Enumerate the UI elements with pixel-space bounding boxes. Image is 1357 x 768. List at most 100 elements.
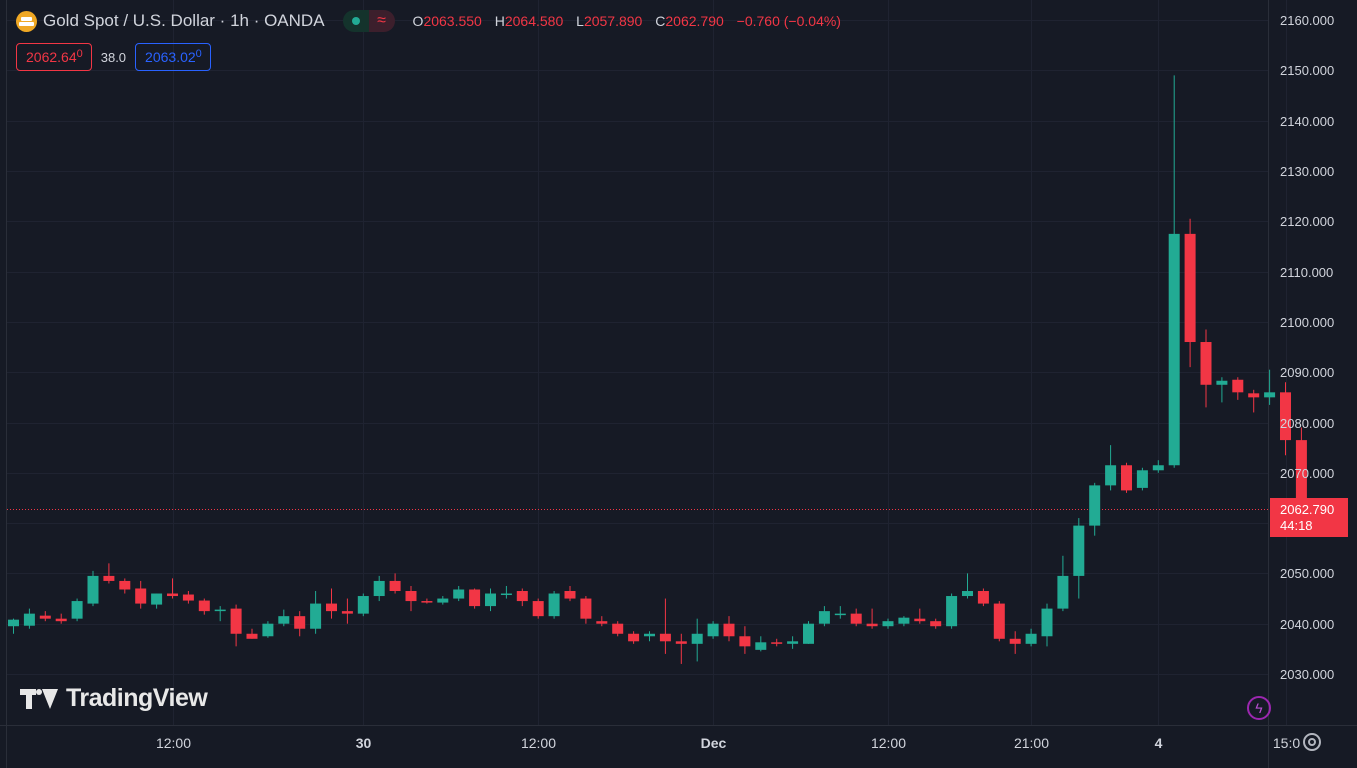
- bid-pipette: 0: [76, 48, 83, 60]
- candle: [437, 596, 449, 605]
- candle-body: [1136, 470, 1148, 488]
- candle: [1152, 460, 1164, 473]
- candle: [214, 606, 226, 622]
- candle-body: [548, 593, 560, 617]
- candle-body: [1264, 392, 1276, 398]
- time-tick-label: 21:00: [1014, 735, 1049, 751]
- candle: [977, 588, 989, 607]
- candle-body: [1184, 233, 1196, 343]
- market-status[interactable]: ≈: [342, 10, 395, 32]
- candle-body: [1089, 485, 1101, 526]
- candle-body: [866, 623, 878, 627]
- candle-body: [946, 596, 958, 627]
- candle: [612, 621, 624, 637]
- candle: [278, 609, 290, 627]
- candle: [151, 593, 163, 609]
- price-tick-label: 2130.000: [1280, 164, 1334, 179]
- candle-body: [818, 611, 830, 624]
- candle: [755, 636, 767, 652]
- lightning-icon[interactable]: ϟ: [1247, 696, 1271, 720]
- candle-body: [659, 633, 671, 642]
- candle: [1264, 369, 1276, 405]
- candle-body: [1232, 379, 1244, 393]
- candle: [628, 631, 640, 644]
- candle: [8, 618, 19, 634]
- close-value: 2062.790: [665, 13, 724, 29]
- open-label: O: [412, 13, 424, 29]
- candle-body: [23, 613, 35, 626]
- candle: [1073, 518, 1085, 599]
- candle: [230, 604, 242, 647]
- candle-body: [437, 598, 449, 603]
- buy-button[interactable]: 2063.020: [135, 43, 211, 71]
- candle-body: [723, 623, 735, 637]
- candle-body: [453, 589, 465, 599]
- symbol-title[interactable]: Gold Spot / U.S. Dollar · 1h · OANDA: [43, 11, 325, 30]
- candle: [771, 638, 783, 647]
- candle-body: [1105, 465, 1117, 486]
- time-tick-label: 12:00: [521, 735, 556, 751]
- price-tick-label: 2110.000: [1280, 265, 1333, 280]
- candle: [39, 611, 51, 622]
- tradingview-watermark[interactable]: TradingView: [20, 684, 208, 713]
- candle-body: [135, 588, 147, 604]
- last-price-label: 2062.790 44:18: [1270, 498, 1348, 537]
- candle-body: [675, 641, 687, 644]
- candle-body: [803, 623, 814, 644]
- candle: [341, 598, 353, 624]
- tradingview-logo-icon: [20, 687, 60, 711]
- candles: [8, 75, 1323, 664]
- candle: [1089, 482, 1101, 536]
- candle-body: [644, 633, 655, 637]
- price-axis[interactable]: 2030.0002040.0002050.0002060.0002070.000…: [1280, 13, 1334, 682]
- candle-body: [246, 633, 258, 639]
- low-label: L: [576, 13, 584, 29]
- candle-body: [787, 641, 799, 644]
- candle: [516, 588, 528, 607]
- candle-body: [739, 636, 751, 647]
- candle-body: [1041, 608, 1053, 637]
- market-open-dot-icon: [342, 10, 369, 32]
- time-tick-label: 12:00: [871, 735, 906, 751]
- candle: [246, 628, 258, 639]
- candle-body: [357, 596, 369, 614]
- candle-body: [691, 633, 703, 644]
- candle-body: [1200, 342, 1212, 385]
- candle: [389, 573, 401, 594]
- candle-body: [1057, 575, 1069, 609]
- candle-body: [341, 611, 353, 614]
- candle: [23, 608, 35, 629]
- candle: [87, 570, 99, 607]
- candle: [834, 606, 846, 619]
- price-tick-label: 2090.000: [1280, 365, 1334, 380]
- candle: [850, 608, 862, 627]
- candle-body: [151, 593, 163, 605]
- time-tick-label: 12:00: [156, 735, 191, 751]
- candle-body: [294, 616, 306, 629]
- candle-body: [500, 593, 512, 596]
- candle: [962, 573, 973, 599]
- candle-body: [914, 618, 926, 622]
- candle: [564, 585, 576, 602]
- bar-countdown: 44:18: [1280, 518, 1313, 533]
- candle-body: [198, 600, 210, 612]
- price-tick-label: 2070.000: [1280, 466, 1334, 481]
- candle-body: [405, 591, 417, 602]
- candle: [119, 578, 131, 594]
- time-axis[interactable]: 12:00 30 12:00 Dec 12:00 21:00 4 15:0: [156, 735, 1300, 751]
- candle-body: [103, 575, 115, 581]
- settings-icon[interactable]: [1303, 733, 1321, 751]
- candle-body: [71, 601, 83, 619]
- candle: [723, 616, 735, 642]
- candle-body: [612, 623, 624, 634]
- candle-body: [39, 615, 51, 619]
- candle: [644, 631, 655, 642]
- candle: [103, 563, 115, 584]
- sell-button[interactable]: 2062.640: [16, 43, 92, 71]
- candle-body: [771, 642, 783, 644]
- candle: [659, 598, 671, 654]
- candle: [294, 611, 306, 637]
- candle-body: [214, 609, 226, 612]
